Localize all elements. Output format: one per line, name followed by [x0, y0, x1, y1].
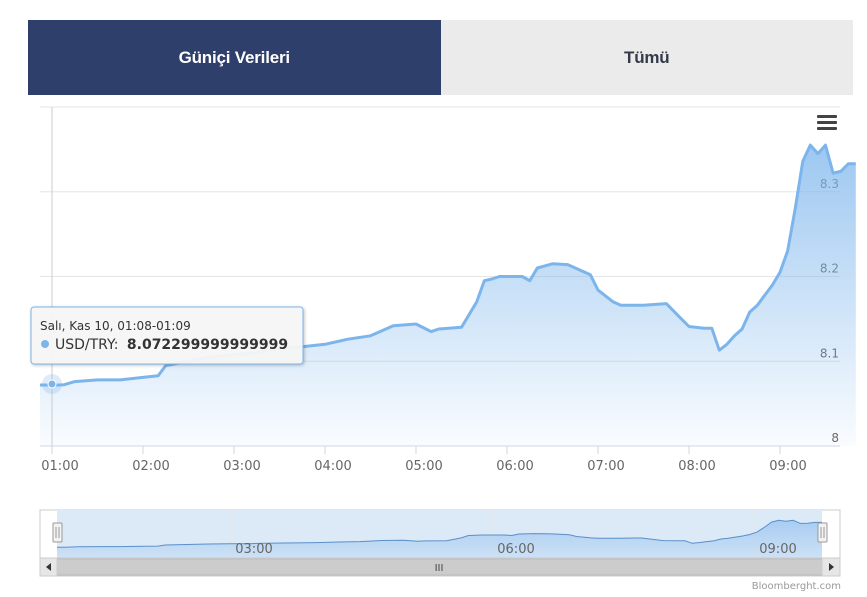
- navigator-label-0300: 03:00: [235, 542, 272, 557]
- x-tick-label: 05:00: [405, 459, 442, 474]
- credit-link[interactable]: Bloomberght.com: [752, 581, 841, 592]
- x-tick-label: 09:00: [769, 459, 806, 474]
- scroll-right-button[interactable]: [821, 557, 841, 577]
- x-tick-label: 04:00: [314, 459, 351, 474]
- x-axis: 01:00 02:00 03:00 04:00 05:00 06:00 07:00 08:00…: [41, 446, 807, 474]
- scroll-left-button[interactable]: [39, 557, 58, 577]
- navigator-handle-right[interactable]: [817, 522, 828, 543]
- tooltip-header: Salı, Kas 10, 01:08-01:09: [40, 319, 191, 333]
- x-tick-label: 07:00: [587, 459, 624, 474]
- tab-all[interactable]: Tümü: [440, 20, 853, 95]
- tab-bar: Güniçi Verileri Tümü: [28, 20, 853, 95]
- navigator-line: [57, 519, 822, 548]
- tooltip-series-name: USD/TRY:: [55, 337, 118, 353]
- navigator-handle-left[interactable]: [52, 522, 63, 543]
- tooltip-value: 8.072299999999999: [127, 337, 288, 353]
- x-tick-label: 08:00: [678, 459, 715, 474]
- x-tick-label: 02:00: [132, 459, 169, 474]
- x-tick-label: 03:00: [223, 459, 260, 474]
- navigator-label-0600: 06:00: [497, 542, 534, 557]
- chart-menu-icon[interactable]: [816, 112, 838, 132]
- tooltip-series-line: USD/TRY: 8.072299999999999: [55, 337, 288, 353]
- scrollbar[interactable]: III: [39, 557, 841, 577]
- tooltip: Salı, Kas 10, 01:08-01:09 USD/TRY: 8.072…: [30, 306, 304, 365]
- scrollbar-grip: III: [435, 563, 444, 574]
- navigator-area: [57, 520, 822, 558]
- hover-point: [47, 379, 57, 389]
- arrow-right-icon: [829, 563, 834, 571]
- tab-intraday[interactable]: Güniçi Verileri: [28, 20, 441, 95]
- tooltip-series-dot: [41, 340, 49, 348]
- usd-try-area: [40, 145, 856, 446]
- navigator[interactable]: 03:00 06:00 09:00: [39, 509, 841, 559]
- arrow-left-icon: [46, 563, 51, 571]
- navigator-label-0900: 09:00: [759, 542, 796, 557]
- x-tick-label: 06:00: [496, 459, 533, 474]
- x-tick-label: 01:00: [41, 459, 78, 474]
